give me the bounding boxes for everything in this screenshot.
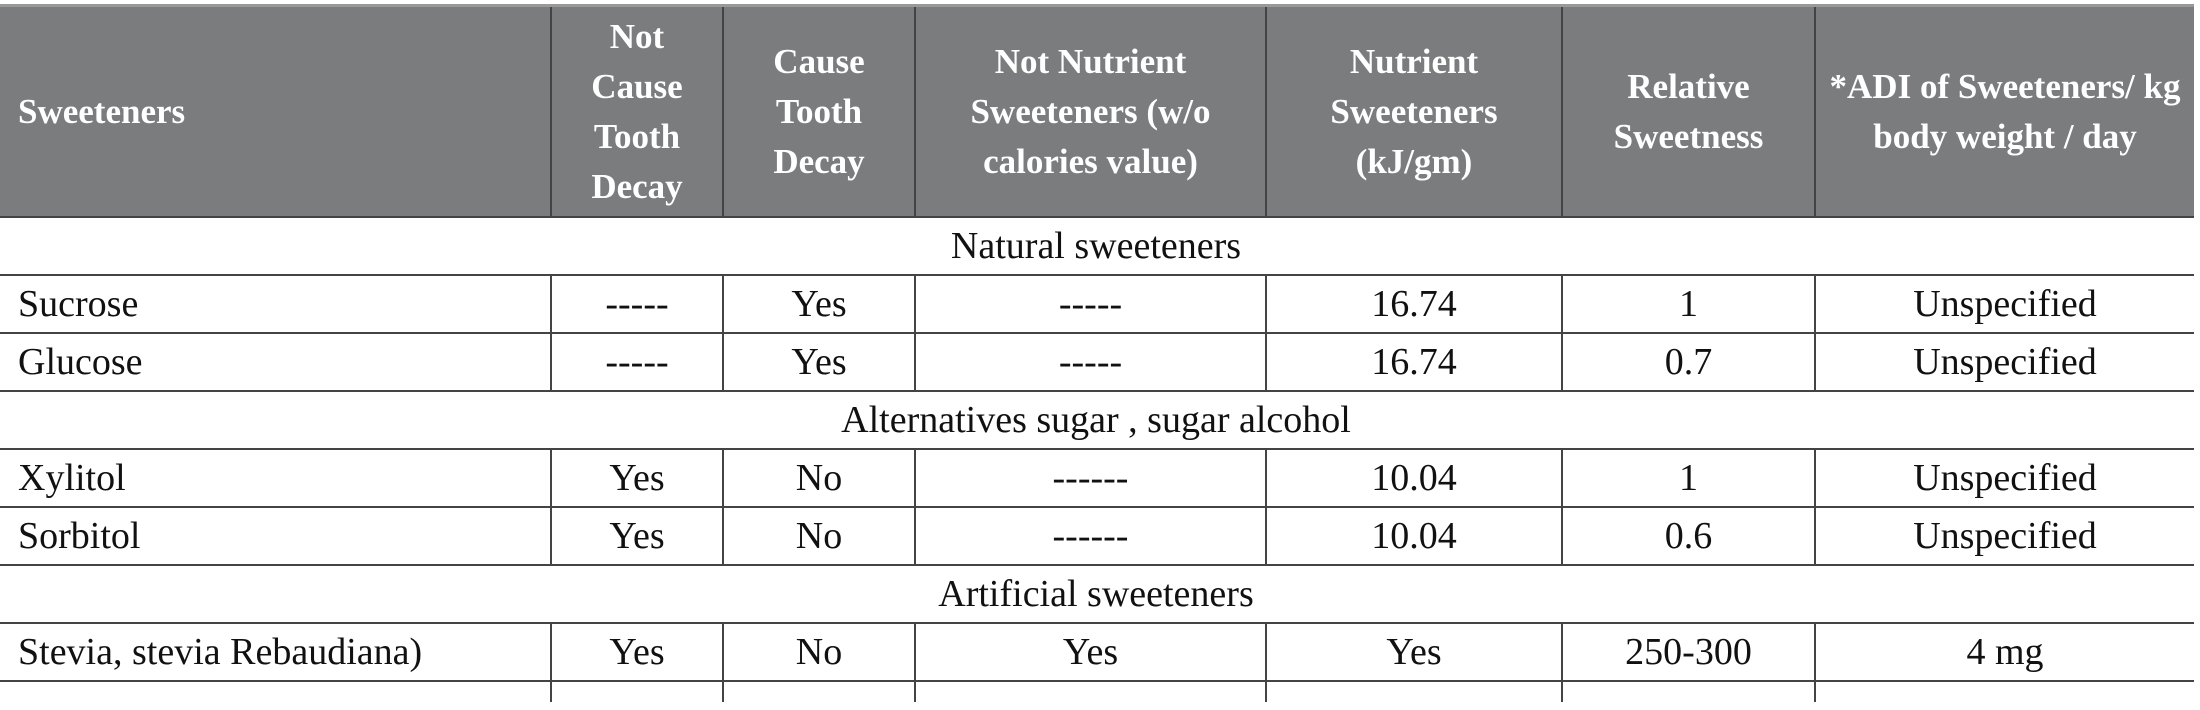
table-cell: Yes [550, 448, 724, 508]
table-cell [722, 680, 916, 702]
table-row: Sorbitol Yes No ------ 10.04 0.6 Unspecified [0, 506, 2194, 566]
group-label: Natural sweeteners [0, 216, 2194, 276]
table-cell: Unspecified [1814, 448, 2194, 508]
table-cell: ----- [914, 274, 1267, 334]
table-cell: No [722, 506, 916, 566]
column-header: Nutrient Sweeteners (kJ/gm) [1265, 4, 1563, 218]
table-cell: 16.74 [1265, 332, 1563, 392]
table-cell [550, 680, 724, 702]
table-cell: ------ [914, 506, 1267, 566]
table-row: Sucrose ----- Yes ----- 16.74 1 Unspecified [0, 274, 2194, 334]
group-label: Artificial sweeteners [0, 564, 2194, 624]
group-row: Artificial sweeteners [0, 564, 2194, 624]
table-cell [1814, 680, 2194, 702]
column-header: Relative Sweetness [1561, 4, 1816, 218]
table-cell: Yes [722, 274, 916, 334]
table-cell: 1 [1561, 274, 1816, 334]
table-cell: No [722, 622, 916, 682]
table-cell: Unspecified [1814, 274, 2194, 334]
sweeteners-table: Sweeteners Not Cause Tooth Decay Cause Too… [0, 4, 2194, 702]
table-cell: 10.04 [1265, 506, 1563, 566]
header-row: Sweeteners Not Cause Tooth Decay Cause Too… [0, 4, 2194, 218]
table-cell [914, 680, 1267, 702]
table-cell: ----- [914, 332, 1267, 392]
table-cell: 250-300 [1561, 622, 1816, 682]
table-cell: Yes [914, 622, 1267, 682]
column-header: Cause Tooth Decay [722, 4, 916, 218]
group-row: Alternatives sugar , sugar alcohol [0, 390, 2194, 450]
column-header: Not Nutrient Sweeteners (w/o calories va… [914, 4, 1267, 218]
column-header: Not Cause Tooth Decay [550, 4, 724, 218]
column-header: Sweeteners [0, 4, 552, 218]
table-body: Natural sweeteners Sucrose ----- Yes ----- 16… [0, 216, 2194, 702]
table-cell: 1 [1561, 448, 1816, 508]
table-row: Stevia, stevia Rebaudiana) Yes No Yes Yes 250… [0, 622, 2194, 682]
group-label: Alternatives sugar , sugar alcohol [0, 390, 2194, 450]
sweetener-name-cell: Xylitol [0, 448, 552, 508]
table-cell [1561, 680, 1816, 702]
sweetener-name-cell: Sorbitol [0, 506, 552, 566]
table-row: Xylitol Yes No ------ 10.04 1 Unspecified [0, 448, 2194, 508]
group-row: Natural sweeteners [0, 216, 2194, 276]
table-cell: ----- [550, 274, 724, 334]
table-cell: Yes [722, 332, 916, 392]
column-header: *ADI of Sweeteners/ kg body weight / day [1814, 4, 2194, 218]
table-row: Glucose ----- Yes ----- 16.74 0.7 Unspecified [0, 332, 2194, 392]
table-cell: 16.74 [1265, 274, 1563, 334]
table-cell [0, 680, 552, 702]
table-cell: Yes [550, 506, 724, 566]
table-cell: 4 mg [1814, 622, 2194, 682]
table-cell: Unspecified [1814, 506, 2194, 566]
sweetener-name-cell: Glucose [0, 332, 552, 392]
table-cell: ----- [550, 332, 724, 392]
table-cell: Yes [1265, 622, 1563, 682]
table-cell: Yes [550, 622, 724, 682]
table-cell: 0.6 [1561, 506, 1816, 566]
table-cell: ------ [914, 448, 1267, 508]
table-cell: 10.04 [1265, 448, 1563, 508]
table-cell: 0.7 [1561, 332, 1816, 392]
table-row-cut-off [0, 680, 2194, 702]
table-cell: No [722, 448, 916, 508]
sweetener-name-cell: Stevia, stevia Rebaudiana) [0, 622, 552, 682]
sweetener-name-cell: Sucrose [0, 274, 552, 334]
table-cell [1265, 680, 1563, 702]
table-cell: Unspecified [1814, 332, 2194, 392]
